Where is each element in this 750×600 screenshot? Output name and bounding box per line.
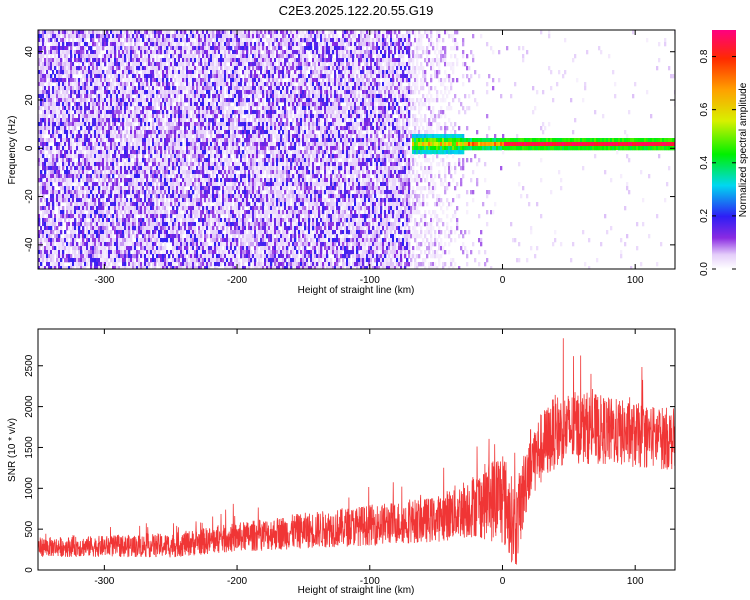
heatmap-cells xyxy=(38,30,675,269)
y-tick-label: 1000 xyxy=(24,477,35,500)
colorbar-tick-label: 0.2 xyxy=(699,209,710,223)
snr-x-ticks: -300 -200 -100 0 100 xyxy=(94,329,644,587)
y-tick-label: 2500 xyxy=(24,354,35,377)
y-tick-label: -40 xyxy=(24,237,35,252)
x-tick-label: -100 xyxy=(360,576,380,587)
x-tick-label: 0 xyxy=(500,576,506,587)
colorbar: 0.0 0.2 0.4 0.6 0.8 Normalized spectral ampl… xyxy=(699,30,749,276)
x-tick-label: -200 xyxy=(227,275,247,286)
spectrogram-frame xyxy=(37,29,676,270)
y-tick-label: 0 xyxy=(24,567,35,573)
y-tick-label: 20 xyxy=(24,94,35,106)
snr-y-axis-label: SNR (10 * v/v) xyxy=(7,418,18,482)
snr-frame xyxy=(37,328,676,571)
colorbar-tick-label: 0.0 xyxy=(699,262,710,276)
snr-y-ticks: 0 500 1000 1500 2000 2500 xyxy=(24,354,675,573)
colorbar-gradient xyxy=(712,30,736,269)
x-tick-label: -300 xyxy=(94,275,114,286)
x-tick-label: 100 xyxy=(627,275,644,286)
x-tick-label: -100 xyxy=(360,275,380,286)
snr-x-axis-label: Height of straight line (km) xyxy=(298,585,415,596)
x-tick-label: -300 xyxy=(94,576,114,587)
colorbar-tick-label: 0.8 xyxy=(699,49,710,63)
spectrogram-y-axis-label: Frequency (Hz) xyxy=(7,116,18,185)
snr-series xyxy=(38,338,675,565)
y-tick-label: 2000 xyxy=(24,395,35,418)
y-tick-label: 1500 xyxy=(24,436,35,459)
y-tick-label: 40 xyxy=(24,46,35,58)
chart-title: C2E3.2025.122.20.55.G19 xyxy=(279,3,434,18)
colorbar-tick-label: 0.4 xyxy=(699,155,710,169)
x-tick-label: 100 xyxy=(627,576,644,587)
snr-line xyxy=(38,338,675,565)
x-tick-label: -200 xyxy=(227,576,247,587)
spectrogram-x-axis-label: Height of straight line (km) xyxy=(298,285,415,296)
colorbar-ticks: 0.0 0.2 0.4 0.6 0.8 xyxy=(699,49,736,276)
colorbar-label: Normalized spectral amplitude xyxy=(738,82,749,217)
y-tick-label: -20 xyxy=(24,189,35,204)
y-tick-label: 0 xyxy=(24,145,35,151)
colorbar-tick-label: 0.6 xyxy=(699,102,710,116)
x-tick-label: 0 xyxy=(500,275,506,286)
spectrogram-x-ticks: -300 -200 -100 0 100 xyxy=(94,30,644,286)
snr-panel: -300 -200 -100 0 100 0 500 1000 1500 2000 2500 He… xyxy=(7,328,676,596)
spectrogram-y-ticks: -40 -20 0 20 40 xyxy=(24,46,675,252)
y-tick-label: 500 xyxy=(24,520,35,537)
